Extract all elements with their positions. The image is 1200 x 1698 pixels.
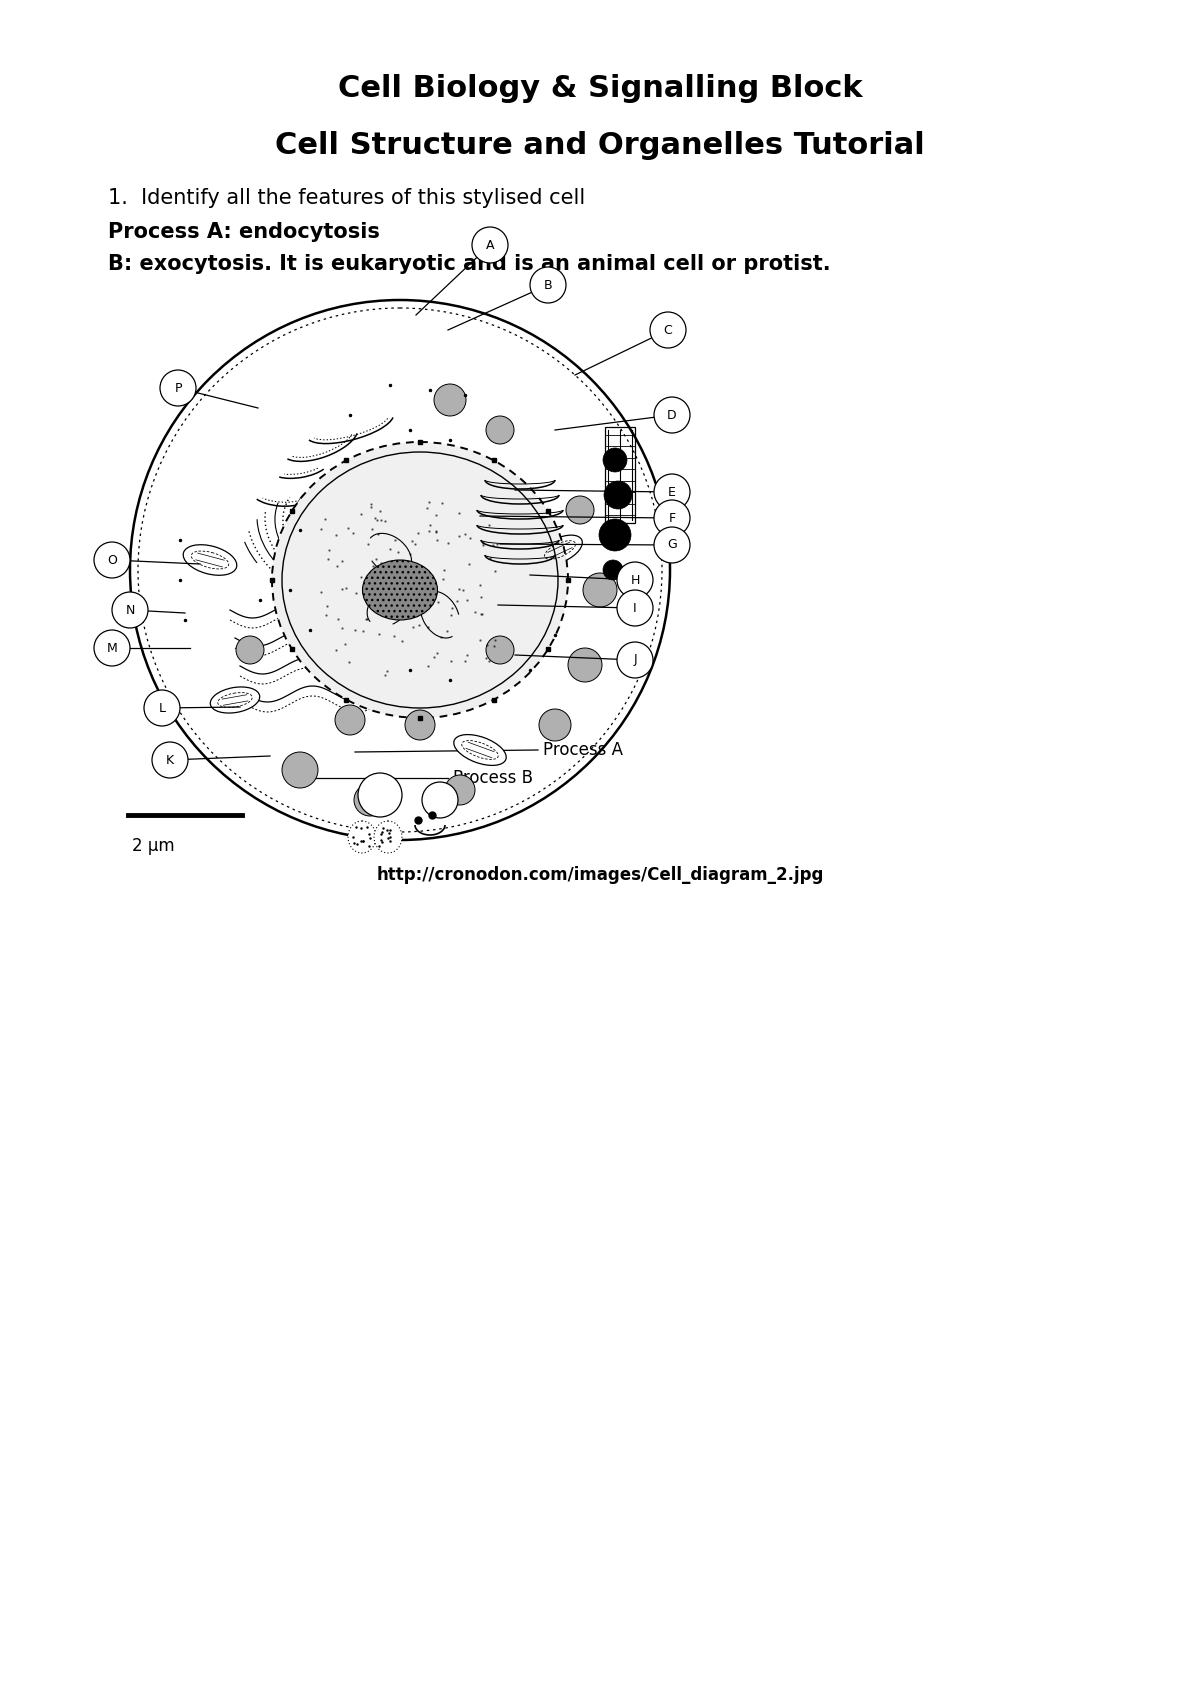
Circle shape <box>617 642 653 678</box>
Circle shape <box>617 589 653 627</box>
Circle shape <box>354 784 386 817</box>
Text: http://cronodon.com/images/Cell_diagram_2.jpg: http://cronodon.com/images/Cell_diagram_… <box>377 866 823 885</box>
Ellipse shape <box>374 822 402 852</box>
Circle shape <box>282 752 318 788</box>
Text: I: I <box>634 601 637 615</box>
Ellipse shape <box>184 545 236 576</box>
Circle shape <box>654 474 690 509</box>
Text: P: P <box>174 382 181 394</box>
Circle shape <box>650 312 686 348</box>
Circle shape <box>654 499 690 537</box>
Circle shape <box>94 542 130 577</box>
Text: K: K <box>166 754 174 766</box>
Circle shape <box>604 481 632 509</box>
Text: Process B: Process B <box>454 769 533 786</box>
Circle shape <box>539 710 571 740</box>
Circle shape <box>583 572 617 606</box>
Text: 1.  Identify all the features of this stylised cell: 1. Identify all the features of this sty… <box>108 188 586 207</box>
Circle shape <box>486 637 514 664</box>
Circle shape <box>486 416 514 443</box>
Text: Process A: endocytosis: Process A: endocytosis <box>108 222 380 243</box>
Circle shape <box>94 630 130 666</box>
Circle shape <box>358 773 402 817</box>
Text: O: O <box>107 554 116 567</box>
Circle shape <box>604 448 628 472</box>
Text: B: B <box>544 278 552 292</box>
Text: A: A <box>486 238 494 251</box>
Ellipse shape <box>210 688 259 713</box>
Circle shape <box>445 774 475 805</box>
Circle shape <box>472 228 508 263</box>
Ellipse shape <box>272 441 568 718</box>
Text: Cell Biology & Signalling Block: Cell Biology & Signalling Block <box>337 73 863 102</box>
Circle shape <box>434 384 466 416</box>
Circle shape <box>160 370 196 406</box>
Text: H: H <box>630 574 640 586</box>
Circle shape <box>152 742 188 778</box>
Circle shape <box>654 397 690 433</box>
Text: C: C <box>664 324 672 336</box>
Circle shape <box>144 689 180 727</box>
Text: L: L <box>158 701 166 715</box>
Text: Cell Structure and Organelles Tutorial: Cell Structure and Organelles Tutorial <box>275 131 925 160</box>
Circle shape <box>530 267 566 302</box>
Circle shape <box>617 562 653 598</box>
Ellipse shape <box>454 735 506 766</box>
Circle shape <box>568 649 602 683</box>
Ellipse shape <box>538 535 582 565</box>
Text: Process A: Process A <box>542 740 623 759</box>
Text: 2 μm: 2 μm <box>132 837 175 856</box>
Text: J: J <box>634 654 637 667</box>
Ellipse shape <box>362 560 438 620</box>
Circle shape <box>236 637 264 664</box>
Circle shape <box>604 560 623 581</box>
Circle shape <box>406 710 436 740</box>
Ellipse shape <box>348 822 376 852</box>
Text: D: D <box>667 409 677 421</box>
Circle shape <box>422 783 458 818</box>
Text: M: M <box>107 642 118 654</box>
Text: B: exocytosis. It is eukaryotic and is an animal cell or protist.: B: exocytosis. It is eukaryotic and is a… <box>108 255 830 273</box>
Circle shape <box>335 705 365 735</box>
Text: E: E <box>668 486 676 499</box>
Text: F: F <box>668 511 676 525</box>
Circle shape <box>654 526 690 564</box>
Circle shape <box>599 520 631 550</box>
Text: G: G <box>667 538 677 552</box>
Text: N: N <box>125 603 134 616</box>
Circle shape <box>112 593 148 628</box>
Circle shape <box>566 496 594 525</box>
